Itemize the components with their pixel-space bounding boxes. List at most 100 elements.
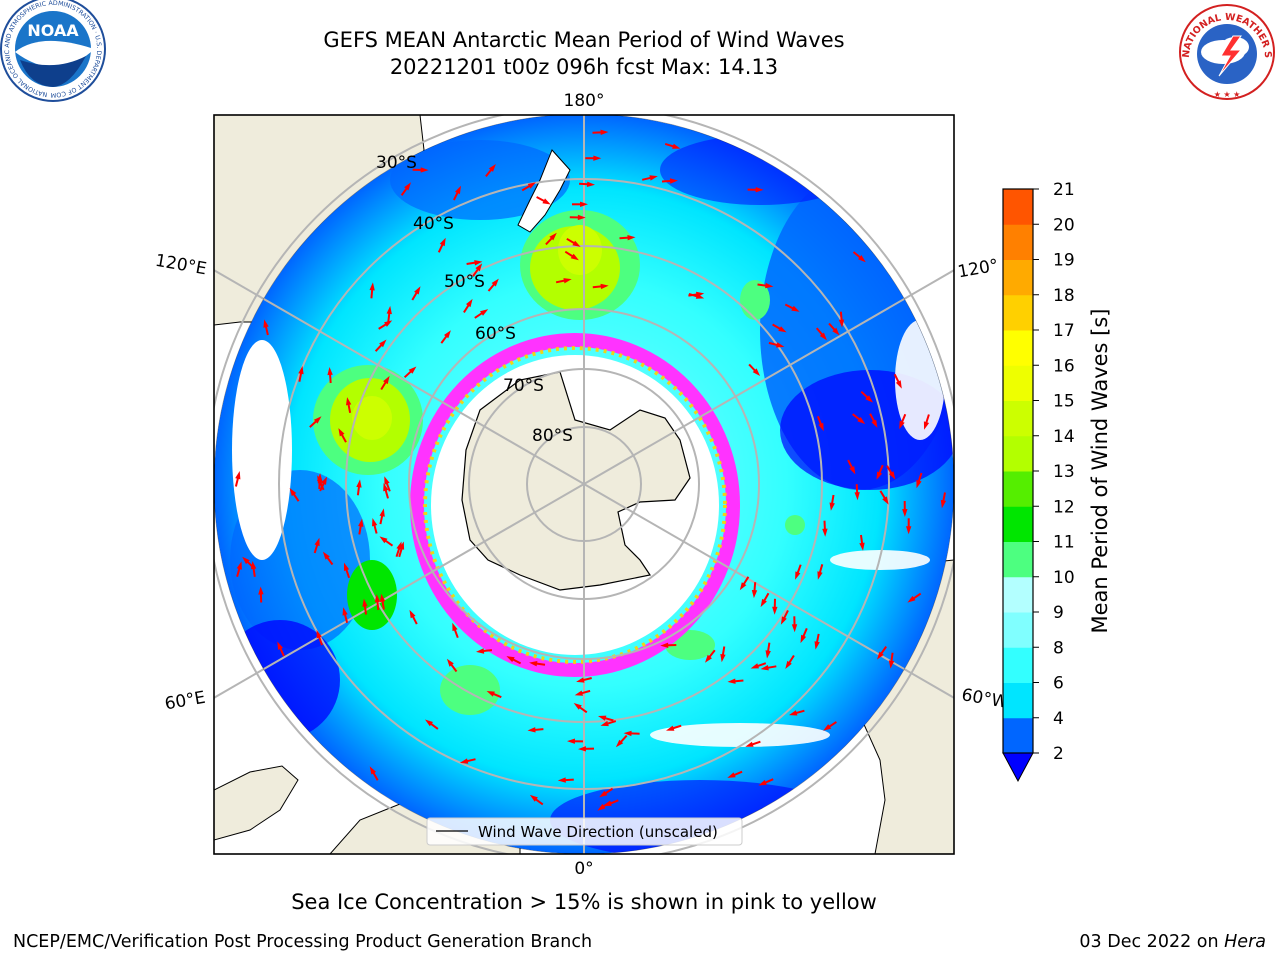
lat-label: 70°S — [503, 376, 544, 396]
direction-arrow-head — [695, 293, 705, 299]
direction-arrow-head — [475, 263, 483, 272]
lon-label-left-lower: 60°E — [163, 688, 207, 715]
colorbar-tick-label: 10 — [1053, 568, 1075, 588]
direction-arrow-head — [379, 508, 385, 517]
direction-arrow-head — [466, 298, 473, 308]
direction-arrow-head — [529, 794, 538, 802]
direction-arrow-head — [818, 422, 824, 432]
direction-arrow-head — [888, 660, 895, 669]
nws-logo: NATIONAL WEATHER SERVICE ★ ★ ★ — [1175, 2, 1275, 100]
lon-label-top: 180° — [564, 91, 605, 111]
colorbar-band — [1003, 717, 1033, 754]
direction-arrow-head — [882, 496, 889, 505]
direction-arrow-head — [940, 499, 947, 509]
direction-arrow-head — [580, 201, 588, 207]
wind-wave-arrows — [234, 129, 947, 811]
chart-title: GEFS MEAN Antarctic Mean Period of Wind … — [323, 28, 845, 52]
colorbar: 2 4 6 8 9 10 11 12 13 14 15 16 17 18 19 20 21 Mean Perio… — [1002, 180, 1112, 783]
direction-arrow-head — [327, 367, 333, 376]
colorbar-band — [1003, 189, 1033, 225]
direction-arrow-head — [369, 766, 377, 775]
colorbar-band — [1003, 259, 1033, 296]
sea-ice-note: Sea Ice Concentration > 15% is shown in … — [291, 890, 877, 914]
direction-arrow-head — [379, 339, 387, 348]
direction-arrow-head — [369, 282, 375, 291]
colorbar-band — [1003, 435, 1033, 472]
direction-arrow-head — [907, 595, 916, 603]
direction-arrow-head — [819, 332, 827, 341]
direction-arrow-head — [542, 198, 551, 205]
direction-arrow-head — [236, 561, 242, 570]
direction-arrow-head — [506, 656, 515, 663]
colorbar-label: Mean Period of Wind Waves [s] — [1088, 309, 1112, 634]
direction-arrow-head — [549, 232, 557, 241]
direction-arrow-head — [727, 678, 736, 684]
direction-arrow-head — [666, 725, 675, 731]
colorbar-band — [1003, 224, 1033, 260]
direction-arrow-head — [822, 528, 828, 537]
direction-arrow-head — [313, 416, 322, 424]
direction-arrow-head — [849, 466, 856, 475]
direction-arrow-head — [817, 571, 823, 580]
direction-arrow-head — [414, 286, 421, 295]
colorbar-tick-label: 16 — [1053, 356, 1075, 376]
direction-arrow-head — [789, 710, 798, 716]
direction-arrow-head — [374, 594, 381, 603]
lat-label: 30°S — [376, 153, 417, 173]
direction-arrow-head — [372, 518, 378, 527]
direction-arrow-head — [778, 326, 787, 333]
colorbar-tick-label: 4 — [1053, 709, 1064, 729]
direction-arrow-head — [362, 598, 368, 607]
direction-arrow-head — [488, 164, 496, 172]
noaa-logo-label: NOAA — [27, 21, 79, 40]
direction-arrow-head — [383, 375, 390, 385]
direction-arrow-head — [772, 606, 778, 615]
lat-label: 60°S — [475, 324, 516, 344]
colorbar-band — [1003, 294, 1033, 331]
direction-arrow-head — [865, 395, 873, 403]
direction-arrow-head — [598, 715, 607, 721]
direction-arrow-head — [859, 542, 865, 551]
direction-arrow-head — [669, 178, 678, 184]
direction-arrow-head — [745, 741, 754, 747]
direction-arrow-head — [597, 803, 606, 811]
direction-arrow-head — [672, 143, 681, 149]
colorbar-band — [1003, 612, 1033, 648]
direction-arrow-head — [576, 677, 585, 683]
direction-arrow-head — [599, 790, 608, 798]
direction-arrow-head — [439, 237, 446, 247]
meridian-lines — [214, 115, 954, 854]
direction-arrow-head — [263, 319, 269, 328]
direction-arrow-head — [574, 690, 583, 696]
colorbar-under-extension — [1002, 752, 1034, 783]
nws-stars: ★ ★ ★ — [1214, 90, 1241, 99]
direction-arrow-head — [346, 397, 352, 406]
colorbar-band — [1003, 541, 1033, 578]
direction-arrow-head — [486, 691, 495, 697]
colorbar-tick-label: 17 — [1053, 321, 1075, 341]
direction-arrow-head — [906, 526, 912, 535]
footer-date: 03 Dec 2022 on Hera — [1079, 932, 1266, 952]
direction-arrow-head — [751, 590, 758, 599]
land-antarctica — [461, 371, 691, 591]
direction-arrow-head — [386, 305, 392, 315]
footer-host: Hera — [1224, 932, 1266, 952]
colorbar-tick-label: 6 — [1053, 674, 1064, 694]
direction-arrow-head — [384, 320, 393, 327]
direction-arrow-head — [480, 309, 489, 316]
direction-arrow-head — [660, 642, 669, 648]
direction-arrow-head — [627, 235, 636, 241]
direction-arrow-head — [785, 660, 792, 669]
colorbar-band — [1003, 400, 1033, 437]
colorbar-tick-label: 2 — [1053, 744, 1064, 764]
direction-arrow-head — [235, 471, 241, 480]
direction-arrow-head — [314, 537, 320, 547]
direction-arrow-head — [600, 129, 609, 135]
direction-arrow-head — [765, 650, 771, 659]
direction-arrow-head — [572, 240, 581, 247]
direction-arrow-head — [902, 509, 908, 517]
direction-arrow-head — [420, 167, 429, 173]
direction-arrow-head — [322, 551, 330, 560]
direction-arrow-head — [814, 641, 820, 650]
chart-subtitle: 20221201 t00z 096h fcst Max: 14.13 — [389, 55, 779, 79]
